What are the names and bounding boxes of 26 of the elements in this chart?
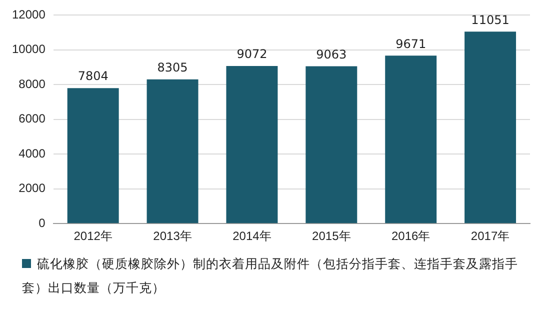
bar [464,32,516,224]
bar [67,88,119,224]
data-label: 9063 [316,47,347,62]
y-tick-label: 2000 [18,181,46,196]
data-label: 9671 [396,36,426,51]
y-tick-label: 8000 [18,76,46,91]
x-tick-label: 2015年 [312,229,351,244]
y-tick-label: 0 [38,216,46,230]
legend-label: 硫化橡胶（硬质橡胶除外）制的衣着用品及附件（包括分指手套、连指手套及露指手套）出口数量（万千克） [22,255,519,297]
bar [146,79,198,224]
data-label: 9072 [236,47,268,62]
x-tick-label: 2012年 [74,229,112,244]
y-tick-label: 4000 [18,146,46,160]
data-label: 7804 [78,69,108,84]
x-tick-label: 2014年 [232,229,272,244]
bar [385,56,437,224]
bar [306,66,358,224]
x-tick-label: 2013年 [153,229,192,244]
bar [226,66,278,224]
y-tick-label: 6000 [18,112,46,126]
data-label: 11051 [471,12,510,27]
x-tick-label: 2017年 [470,229,510,244]
data-label: 8305 [157,60,188,74]
y-tick-label: 12000 [12,8,46,22]
y-tick-label: 10000 [12,42,46,56]
x-tick-label: 2016年 [391,229,430,244]
